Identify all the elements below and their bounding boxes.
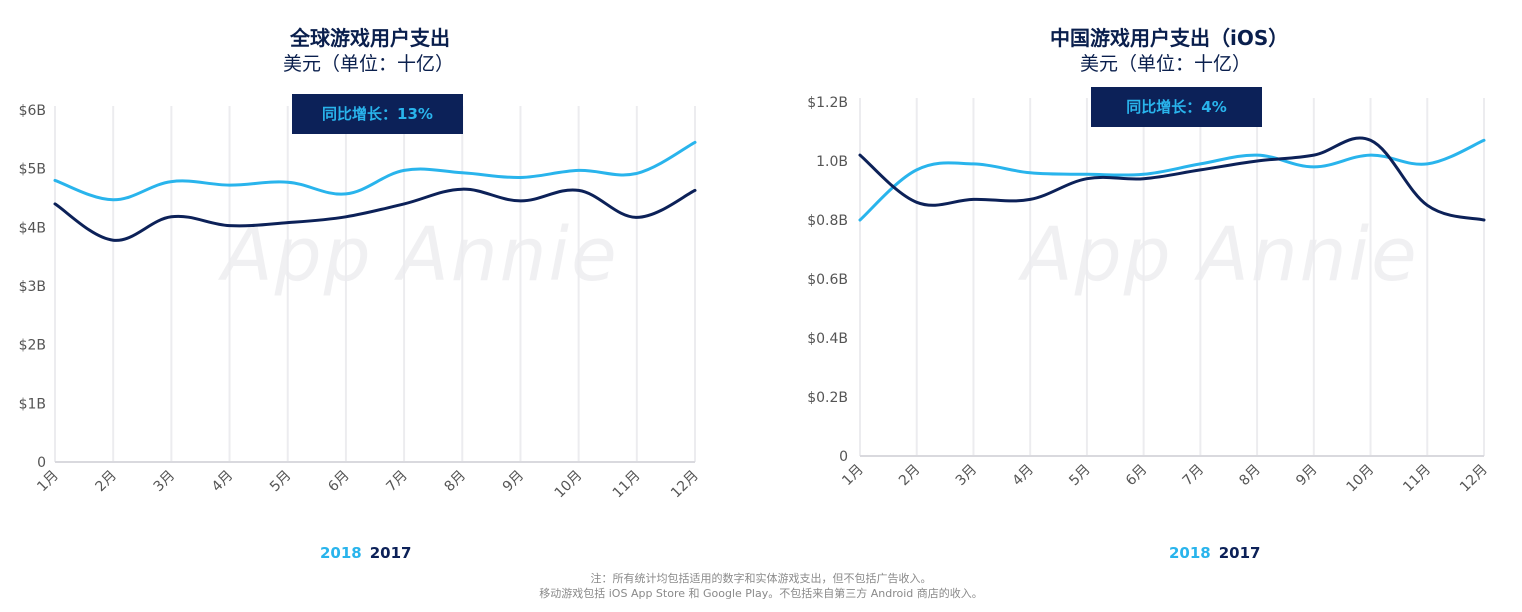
x-tick-label: 2月 [896, 462, 924, 490]
x-tick-label: 1月 [839, 462, 867, 490]
x-tick-label: 4月 [1009, 462, 1037, 490]
x-tick-label: 6月 [1123, 462, 1151, 490]
x-tick-label: 4月 [209, 468, 237, 496]
y-tick-label: 0 [839, 449, 848, 465]
x-tick-label: 2月 [92, 468, 120, 496]
x-tick-label: 7月 [383, 468, 411, 496]
x-tick-label: 7月 [1180, 462, 1208, 490]
chart-legend: 2018 2017 [320, 544, 412, 562]
series-line-2017 [53, 187, 697, 242]
chart-panel-china-ios: 中国游戏用户支出（iOS） 美元（单位：十亿） App Annie 0 $0.2B… [760, 0, 1522, 570]
legend-item-2017: 2017 [1218, 544, 1261, 562]
x-tick-label: 5月 [267, 468, 295, 496]
y-tick-label: $5B [19, 162, 46, 178]
x-tick-label: 10月 [552, 468, 586, 502]
y-tick-label: $6B [19, 103, 46, 119]
chart-subtitle: 美元（单位：十亿） [1080, 53, 1252, 75]
y-tick-label: 1.0B [816, 154, 848, 170]
chart-title: 全球游戏用户支出 [290, 26, 450, 50]
y-tick-label: 0 [37, 455, 46, 471]
x-tick-label: 3月 [151, 468, 179, 496]
y-tick-label: $1B [19, 396, 46, 412]
line-chart-global: 0 $1B $2B $3B $4B $5B $6B 1月 2月 3月 4月 5月 6月 7月 8月 9月 10月… [19, 103, 702, 502]
line-chart-china-ios: 0 $0.2B $0.4B $0.6B $0.8B 1.0B $1.2B 1月 2月 3月 4月 5月… [807, 95, 1491, 496]
y-tick-label: $3B [19, 279, 46, 295]
footnote-line-2: 移动游戏包括 iOS App Store 和 Google Play。不包括来自… [539, 587, 983, 600]
x-tick-label: 1月 [34, 468, 62, 496]
legend-item-2018: 2018 [1169, 544, 1211, 562]
chart-panel-global: 全球游戏用户支出 美元（单位：十亿） App Annie 0 $1B $2B $3B $… [0, 0, 760, 570]
x-tick-label: 8月 [442, 468, 470, 496]
x-tick-label: 11月 [1400, 462, 1434, 496]
chart-legend: 2018 2017 [1169, 544, 1261, 562]
x-tick-label: 12月 [1457, 462, 1491, 496]
yoy-growth-badge: 同比增长：13% [292, 94, 463, 134]
footnote: 注：所有统计均包括适用的数字和实体游戏支出，但不包括广告收入。 移动游戏包括 i… [0, 571, 1522, 601]
x-tick-label: 10月 [1344, 462, 1378, 496]
chart-subtitle: 美元（单位：十亿） [283, 53, 455, 75]
x-tick-label: 5月 [1066, 462, 1094, 490]
x-tick-label: 3月 [953, 462, 981, 490]
series-line-2018 [858, 138, 1486, 222]
series-line-2018 [53, 140, 697, 202]
yoy-growth-badge: 同比增长：4% [1091, 87, 1262, 127]
x-tick-label: 9月 [500, 468, 528, 496]
y-tick-label: $2B [19, 338, 46, 354]
footnote-line-1: 注：所有统计均包括适用的数字和实体游戏支出，但不包括广告收入。 [590, 572, 932, 585]
y-tick-label: $0.8B [807, 213, 848, 229]
y-tick-label: $4B [19, 220, 46, 236]
legend-item-2017: 2017 [369, 544, 412, 562]
x-tick-label: 6月 [325, 468, 353, 496]
x-tick-label: 9月 [1293, 462, 1321, 490]
y-tick-label: $1.2B [807, 95, 848, 111]
x-tick-label: 12月 [668, 468, 702, 502]
legend-item-2018: 2018 [320, 544, 362, 562]
series-line-2017 [858, 136, 1486, 222]
chart-title: 中国游戏用户支出（iOS） [1050, 26, 1289, 50]
y-tick-label: $0.6B [807, 272, 848, 288]
x-tick-label: 11月 [610, 468, 644, 502]
y-tick-label: $0.4B [807, 331, 848, 347]
y-tick-label: $0.2B [807, 390, 848, 406]
x-tick-label: 8月 [1236, 462, 1264, 490]
